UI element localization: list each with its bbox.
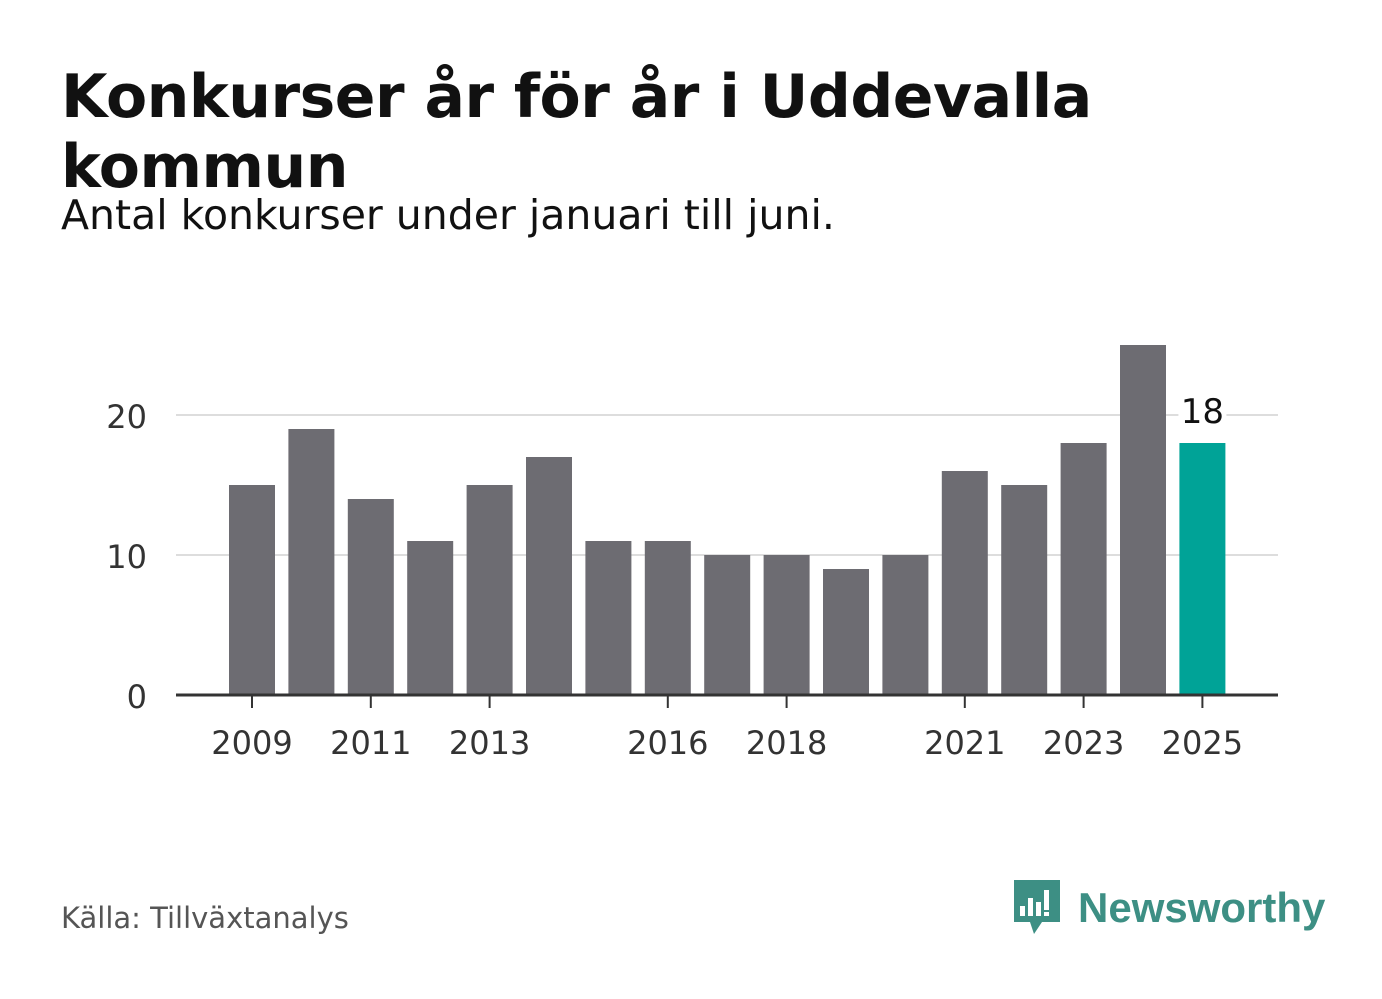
bar-2010	[288, 429, 335, 695]
bar-2019	[823, 569, 869, 695]
x-tick-label: 2016	[627, 724, 708, 762]
y-tick-label: 10	[106, 538, 147, 576]
bars	[229, 345, 1226, 695]
y-tick-label: 0	[127, 678, 147, 716]
y-tick-label: 20	[106, 398, 147, 436]
bar-2011	[347, 499, 394, 695]
x-tick-label: 2018	[746, 724, 827, 762]
x-tick-label: 2021	[924, 724, 1005, 762]
data-label-background	[1178, 395, 1227, 431]
bar-2023	[1060, 443, 1107, 695]
chart-title: Konkurser år för år i Uddevalla kommun	[61, 62, 1092, 202]
x-tick-label: 2025	[1162, 724, 1243, 762]
gridlines	[176, 414, 1278, 556]
data-label-2025: 18	[1181, 392, 1224, 432]
bar-2025	[1179, 443, 1226, 695]
bar-2009	[229, 485, 275, 695]
bar-2024	[1120, 345, 1166, 695]
bar-2020	[882, 555, 929, 695]
bar-2015	[585, 541, 632, 695]
bar-2014	[526, 457, 572, 695]
bar-2012	[407, 541, 454, 695]
brand-logo[interactable]: Newsworthy	[1010, 876, 1325, 940]
x-tick-label: 2009	[211, 724, 292, 762]
bar-2017	[704, 555, 751, 695]
bar-2016	[644, 541, 691, 695]
axes	[176, 693, 1278, 708]
bar-2013	[466, 485, 513, 695]
chart-subtitle: Antal konkurser under januari till juni.	[61, 191, 835, 239]
bar-2022	[1001, 485, 1048, 695]
x-tick-label: 2023	[1043, 724, 1124, 762]
bar-2018	[763, 555, 810, 695]
x-tick-label: 2011	[330, 724, 411, 762]
brand-name: Newsworthy	[1078, 884, 1326, 931]
bar-2021	[941, 471, 988, 695]
newsworthy-logo-icon	[1014, 880, 1060, 934]
source-note: Källa: Tillväxtanalys	[61, 901, 349, 935]
x-tick-label: 2013	[449, 724, 530, 762]
